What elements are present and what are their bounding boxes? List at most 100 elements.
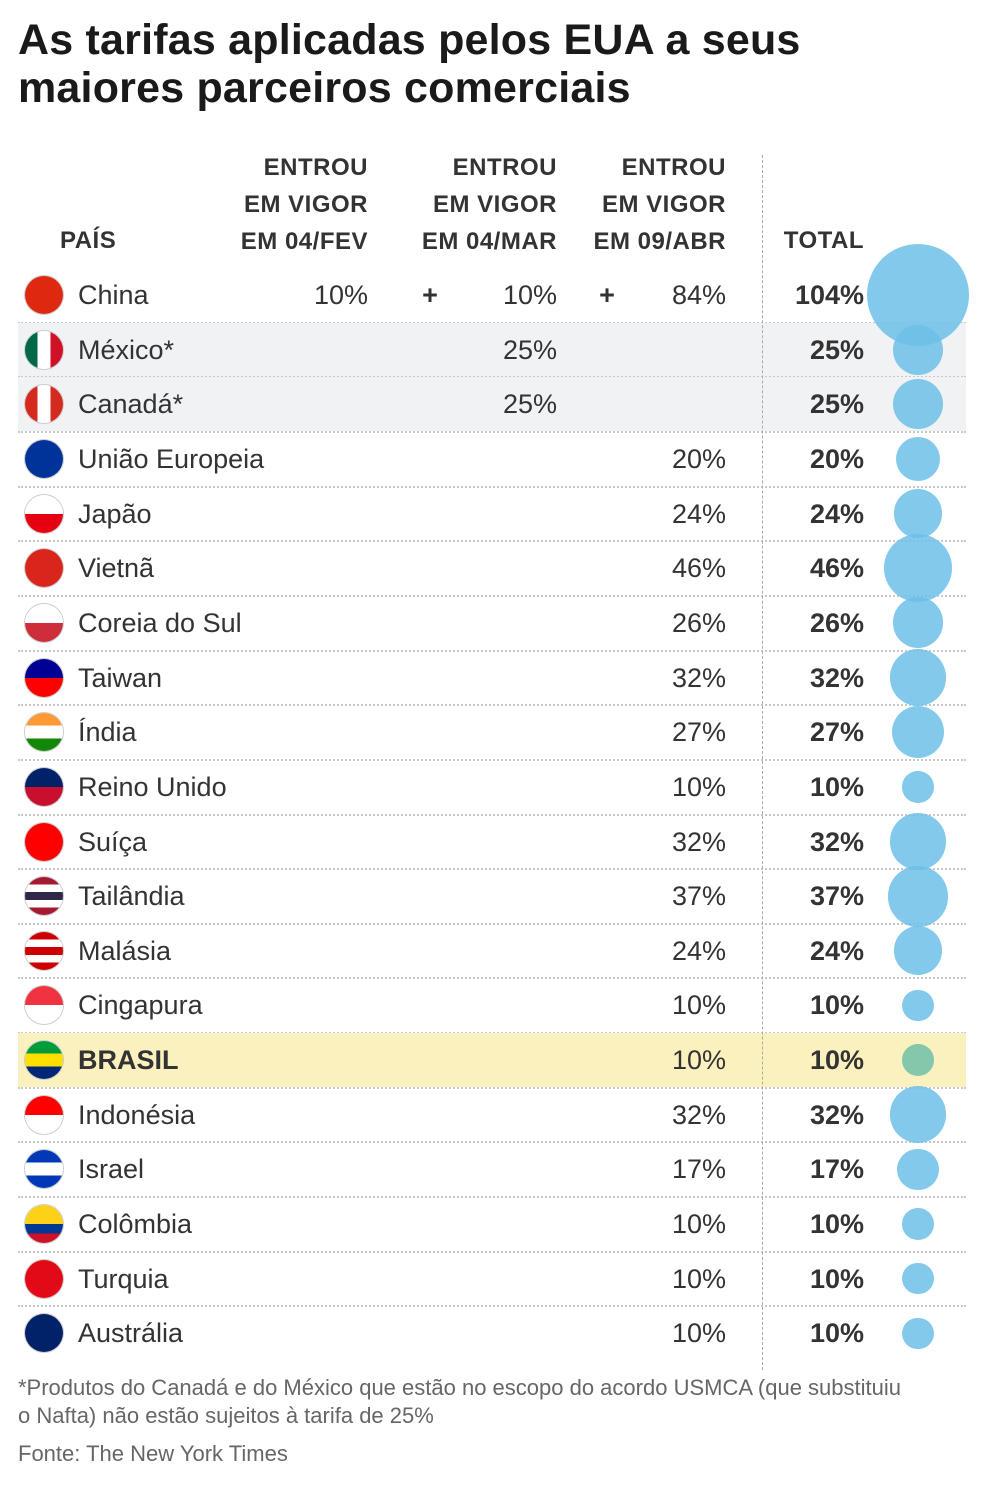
row-separator <box>18 594 966 597</box>
row-separator <box>18 485 966 488</box>
flag-icon <box>25 1259 63 1298</box>
country-name: Indonésia <box>78 1099 196 1130</box>
header-apr: ENTROU EM VIGOR EM 09/ABR <box>570 149 726 260</box>
table-row: BRASIL 10% 10% <box>18 1033 966 1088</box>
total-bubble <box>895 436 941 482</box>
country-name: Cingapura <box>78 990 203 1021</box>
country-name: Índia <box>78 717 137 748</box>
tariff-apr: 32% <box>671 662 726 693</box>
flag-icon <box>25 549 63 588</box>
table-row: Israel 17% 17% <box>18 1142 966 1196</box>
total-bubble <box>902 1262 934 1295</box>
tariff-apr: 84% <box>671 280 726 310</box>
tariff-total: 104% <box>794 280 864 310</box>
tariff-total: 24% <box>809 498 864 529</box>
row-separator <box>18 977 966 980</box>
flag-icon <box>25 330 63 369</box>
source: Fonte: The New York Times <box>18 1441 288 1466</box>
header-feb-line: EM VIGOR <box>243 191 368 218</box>
table-row: Vietnã 46% 46% <box>18 541 966 595</box>
total-bubble <box>889 813 947 870</box>
header-mar-line: EM 04/MAR <box>421 228 557 255</box>
tariff-total: 46% <box>809 553 864 584</box>
tariff-apr: 32% <box>671 1099 726 1130</box>
table-row: Canadá* 25% 25% <box>18 377 966 432</box>
tariff-total: 27% <box>809 717 864 748</box>
total-bubble <box>892 597 944 649</box>
tariff-apr: 10% <box>671 1263 726 1294</box>
table-row: União Europeia 20% 20% <box>18 432 966 486</box>
flag-icon <box>25 1095 63 1134</box>
table-row: Austrália 10% 10% <box>18 1306 966 1360</box>
row-separator <box>18 1141 966 1144</box>
tariff-apr: 46% <box>671 553 726 584</box>
total-bubble <box>893 324 943 375</box>
total-bubble <box>893 926 943 976</box>
country-name: Turquia <box>78 1263 169 1294</box>
row-separator <box>18 1305 966 1308</box>
tariff-total: 10% <box>809 771 864 802</box>
column-divider <box>762 155 763 1370</box>
tariff-total: 37% <box>809 881 864 912</box>
tariff-apr: 10% <box>671 771 726 802</box>
total-bubble <box>897 1148 939 1190</box>
country-name: Suíça <box>78 826 148 857</box>
country-name: Reino Unido <box>78 771 227 802</box>
country-name: Coreia do Sul <box>78 607 242 638</box>
tariff-apr: 10% <box>671 1045 726 1076</box>
country-name: BRASIL <box>78 1045 179 1076</box>
country-name: Japão <box>78 498 152 529</box>
row-separator <box>18 758 966 761</box>
header-feb: ENTROU EM VIGOR EM 04/FEV <box>210 149 368 260</box>
table-row: Colômbia 10% 10% <box>18 1197 966 1251</box>
flag-icon <box>25 767 63 806</box>
footnote: *Produtos do Canadá e do México que estã… <box>18 1375 901 1428</box>
table-row: Coreia do Sul 26% 26% <box>18 596 966 650</box>
header-mar-line: ENTROU <box>452 154 557 181</box>
table-row: Indonésia 32% 32% <box>18 1088 966 1142</box>
tariff-mar: 25% <box>502 334 557 365</box>
row-separator <box>18 1196 966 1199</box>
table-row: México* 25% 25% <box>18 322 966 377</box>
tariff-apr: 17% <box>671 1154 726 1185</box>
tariff-mar: 25% <box>502 389 557 420</box>
tariff-apr: 27% <box>671 717 726 748</box>
flag-icon <box>25 1314 63 1353</box>
chart-title: As tarifas aplicadas pelos EUA a seus ma… <box>18 16 801 112</box>
table-row: Taiwan 32% 32% <box>18 651 966 705</box>
tariff-total: 32% <box>809 826 864 857</box>
flag-icon <box>25 1041 63 1080</box>
table-row: Turquia 10% 10% <box>18 1252 966 1306</box>
tariff-apr: 10% <box>671 1209 726 1240</box>
flag-icon <box>25 713 63 752</box>
tariff-apr: 10% <box>671 1318 726 1349</box>
country-name: Tailândia <box>78 881 185 912</box>
country-name: Austrália <box>78 1318 184 1349</box>
plus-sign: + <box>599 280 615 310</box>
row-separator <box>18 813 966 816</box>
tariff-apr: 26% <box>671 607 726 638</box>
header-total: TOTAL <box>783 227 864 254</box>
total-bubble <box>893 379 943 430</box>
flag-icon <box>25 822 63 861</box>
tariff-total: 25% <box>809 334 864 365</box>
row-separator <box>18 868 966 871</box>
flag-icon <box>25 986 63 1025</box>
tariff-apr: 10% <box>671 990 726 1021</box>
total-bubble <box>902 1208 934 1240</box>
tariff-apr: 37% <box>671 881 726 912</box>
country-name: Colômbia <box>78 1209 193 1240</box>
total-bubble <box>902 1317 934 1350</box>
total-bubble <box>902 1044 934 1076</box>
tariff-apr: 32% <box>671 826 726 857</box>
header-apr-line: ENTROU <box>621 154 726 181</box>
row-separator <box>18 1250 966 1253</box>
total-bubble <box>902 989 934 1022</box>
table-row: Cingapura 10% 10% <box>18 978 966 1032</box>
tariff-apr: 24% <box>671 935 726 966</box>
tariff-total: 26% <box>809 607 864 638</box>
header-mar: ENTROU EM VIGOR EM 04/MAR <box>390 149 557 260</box>
header-country: PAÍS <box>60 227 117 254</box>
header-feb-line: EM 04/FEV <box>240 228 368 255</box>
flag-icon <box>25 439 63 478</box>
